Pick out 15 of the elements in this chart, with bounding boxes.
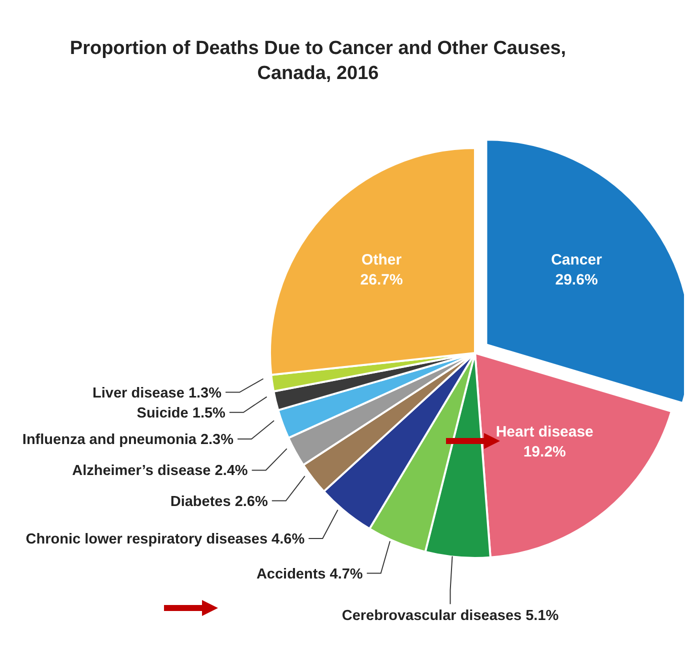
slice-label: Influenza and pneumonia 2.3% (22, 432, 234, 448)
slice-label: Cancer (551, 252, 602, 269)
data-label: 29.6% (555, 272, 598, 289)
slice-label: Cerebrovascular diseases 5.1% (342, 608, 559, 624)
slice-label: Liver disease 1.3% (92, 385, 222, 402)
slice-label: Heart disease (496, 424, 594, 441)
slice-label: Diabetes 2.6% (170, 494, 268, 510)
slice-label: Chronic lower respiratory diseases 4.6% (26, 531, 305, 548)
chart-title: Proportion of Deaths Due to Cancer and Other Causes, Canada, 2016 (68, 37, 568, 86)
slice-label: Alzheimer’s disease 2.4% (72, 463, 248, 480)
data-label: 19.2% (523, 444, 566, 461)
slice-label: Accidents 4.7% (256, 566, 363, 582)
slice-label: Suicide 1.5% (136, 405, 226, 422)
slice-label: Other (362, 252, 402, 269)
data-label: 26.7% (360, 272, 403, 289)
